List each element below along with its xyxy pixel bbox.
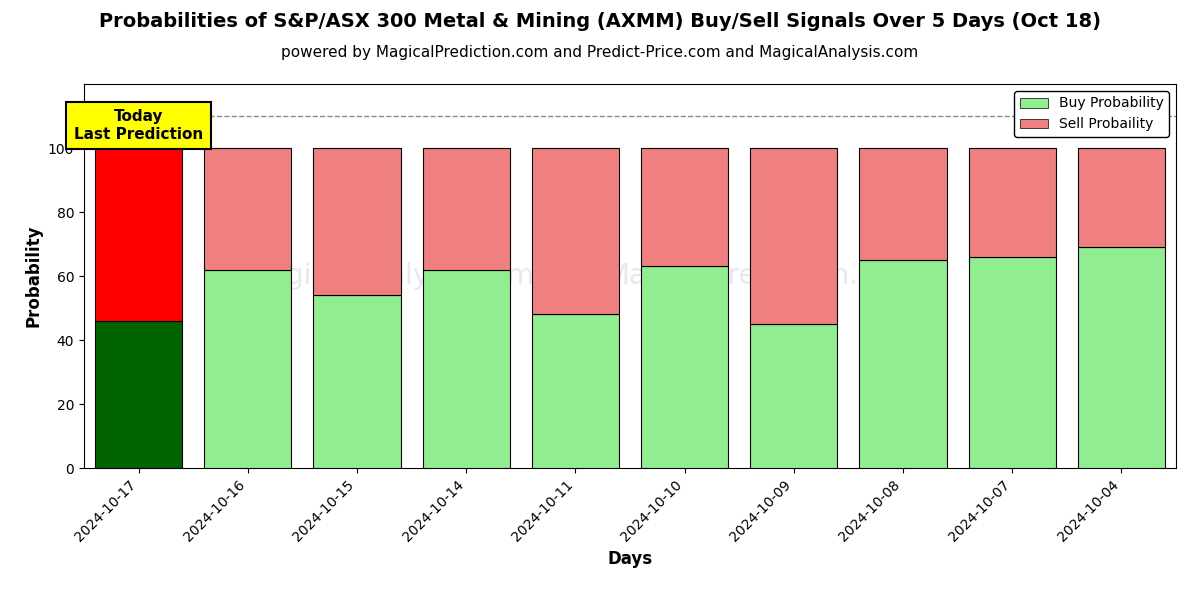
Text: Probabilities of S&P/ASX 300 Metal & Mining (AXMM) Buy/Sell Signals Over 5 Days : Probabilities of S&P/ASX 300 Metal & Min… bbox=[98, 12, 1102, 31]
Bar bbox=[313, 148, 401, 295]
Bar bbox=[95, 148, 182, 321]
Text: MagicalPrediction.com: MagicalPrediction.com bbox=[605, 262, 917, 290]
Bar bbox=[313, 295, 401, 468]
Text: MagicalAnalysis.com: MagicalAnalysis.com bbox=[245, 262, 534, 290]
Bar bbox=[968, 148, 1056, 257]
Bar bbox=[968, 257, 1056, 468]
Text: Today
Last Prediction: Today Last Prediction bbox=[74, 109, 203, 142]
Legend: Buy Probability, Sell Probaility: Buy Probability, Sell Probaility bbox=[1014, 91, 1169, 137]
Bar bbox=[532, 148, 619, 314]
Bar bbox=[422, 148, 510, 269]
Bar bbox=[859, 148, 947, 260]
Bar bbox=[422, 269, 510, 468]
Bar bbox=[95, 321, 182, 468]
Bar bbox=[750, 324, 838, 468]
X-axis label: Days: Days bbox=[607, 550, 653, 568]
Bar bbox=[641, 148, 728, 266]
Bar bbox=[859, 260, 947, 468]
Bar bbox=[204, 148, 292, 269]
Bar bbox=[204, 269, 292, 468]
Text: powered by MagicalPrediction.com and Predict-Price.com and MagicalAnalysis.com: powered by MagicalPrediction.com and Pre… bbox=[281, 45, 919, 60]
Bar bbox=[1078, 247, 1165, 468]
Bar bbox=[750, 148, 838, 324]
Bar bbox=[532, 314, 619, 468]
Bar bbox=[1078, 148, 1165, 247]
Y-axis label: Probability: Probability bbox=[24, 225, 42, 327]
Bar bbox=[641, 266, 728, 468]
